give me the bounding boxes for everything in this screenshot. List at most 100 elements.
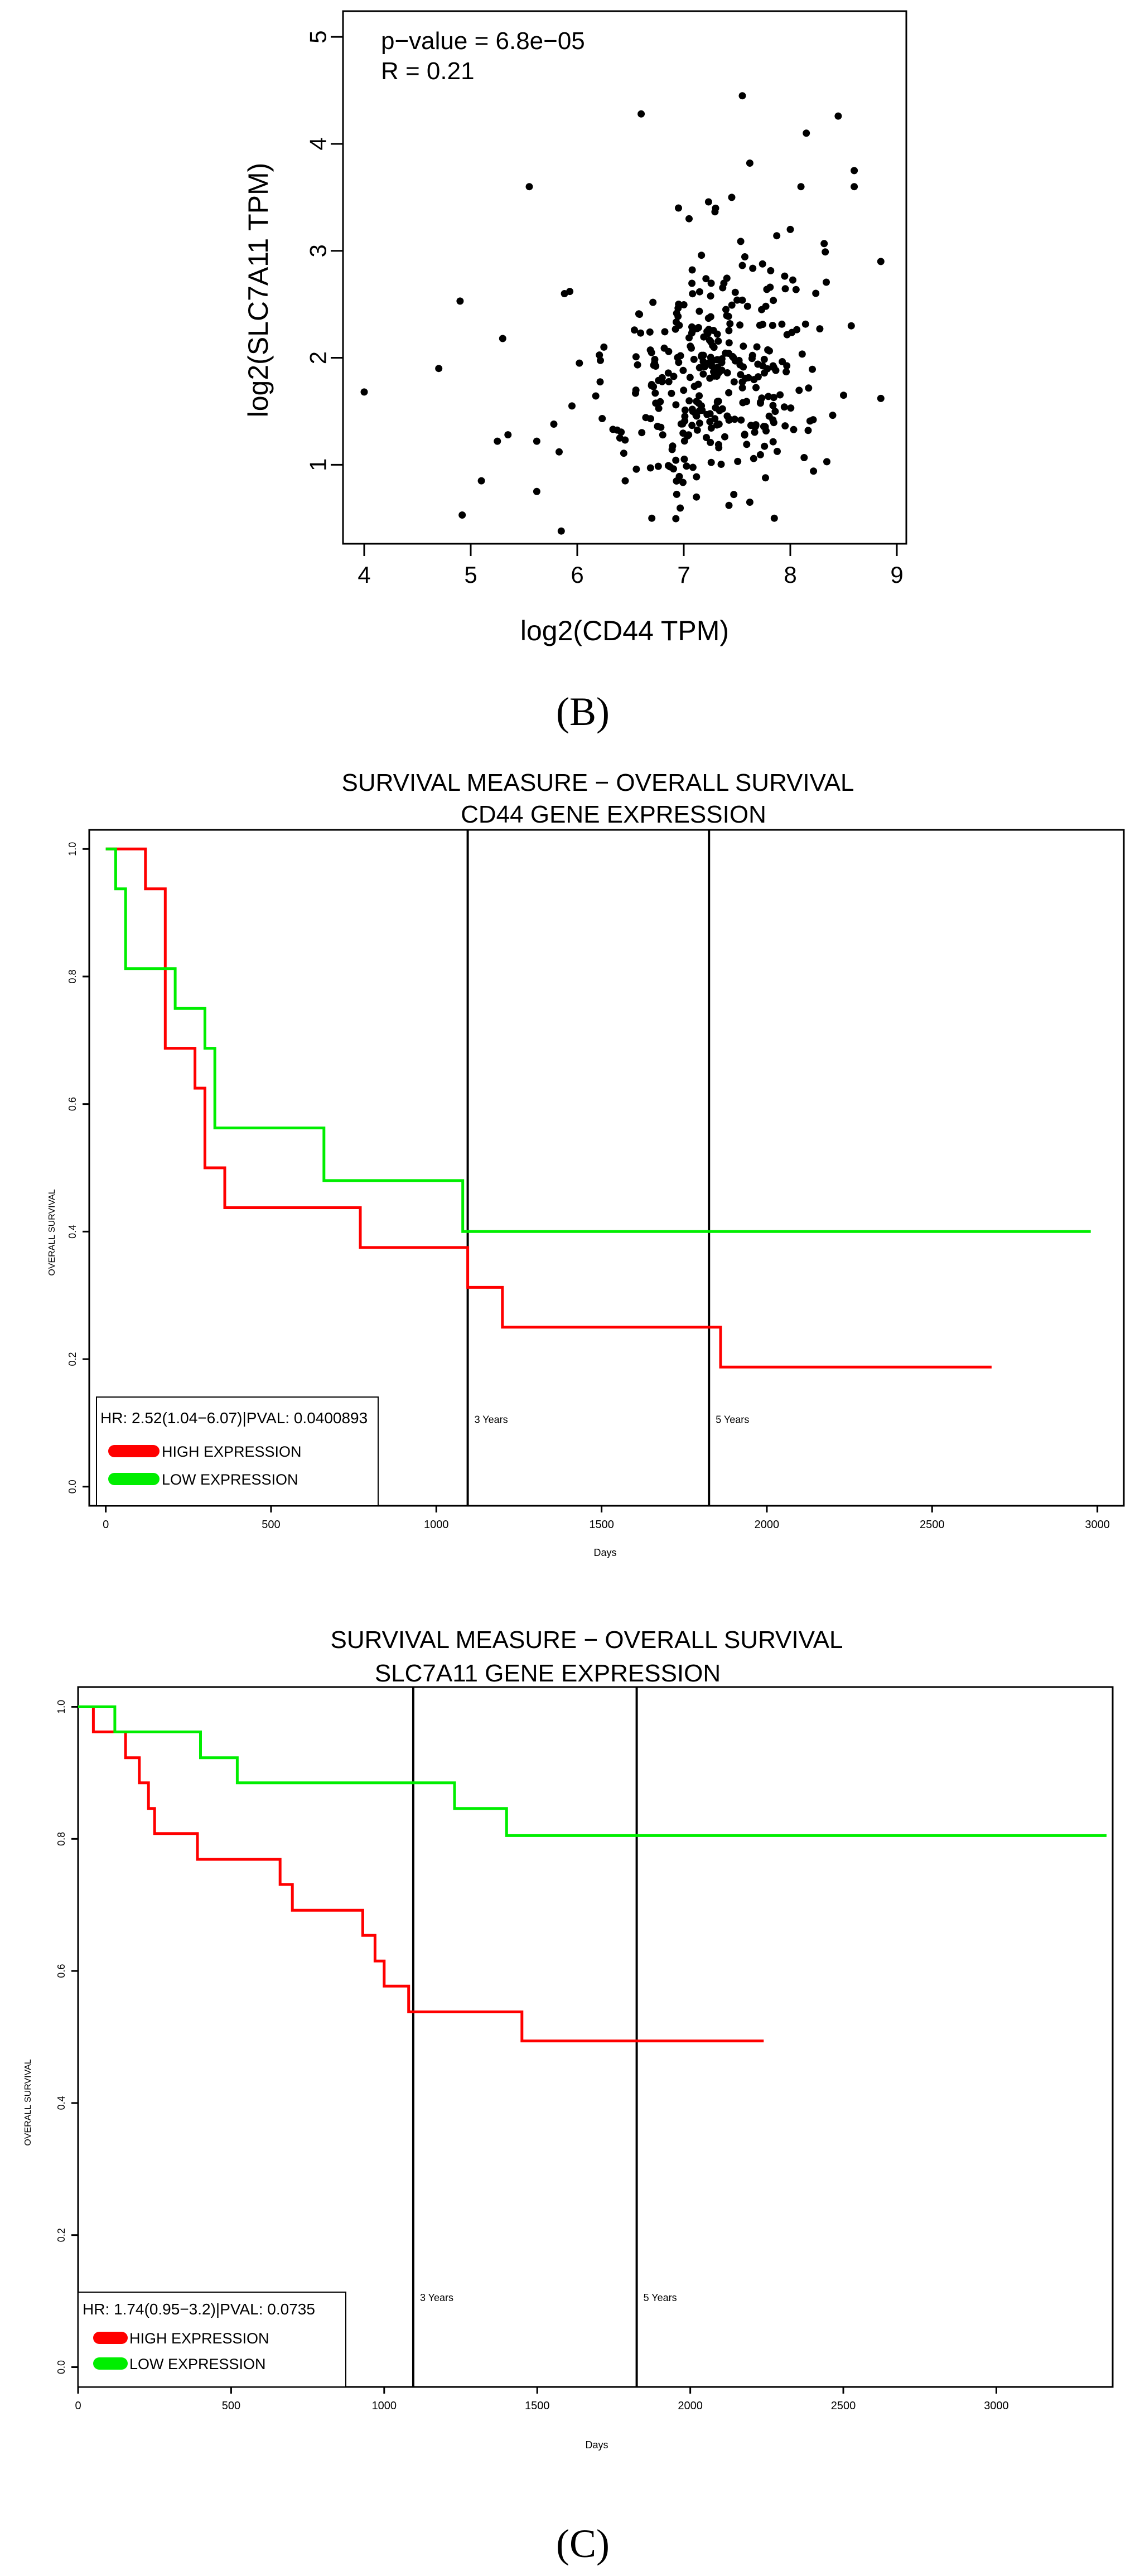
scatter-point [751, 428, 759, 436]
km1-y-tick-label: 1.0 [67, 842, 78, 856]
scatter-point [669, 442, 677, 450]
scatter-y-tick-label: 4 [305, 137, 331, 150]
scatter-point [788, 328, 796, 336]
scatter-point [737, 371, 745, 379]
km1-y-tick-label: 0.0 [67, 1480, 78, 1494]
scatter-point [557, 527, 565, 535]
scatter-point [725, 416, 733, 424]
scatter-point [781, 422, 789, 430]
scatter-point [770, 419, 777, 427]
scatter-point [743, 302, 751, 310]
scatter-point [679, 479, 687, 486]
scatter-point [728, 352, 736, 360]
scatter-point [668, 389, 675, 397]
scatter-point [812, 289, 820, 297]
km1-curve-low [105, 847, 1091, 1233]
scatter-point [713, 398, 721, 405]
scatter-point [707, 338, 714, 346]
scatter-point [761, 442, 769, 450]
scatter-point [614, 426, 621, 434]
scatter-point [725, 389, 733, 397]
scatter-point [525, 183, 533, 191]
scatter-point [787, 404, 795, 412]
km1-legend: HR: 2.52(1.04−6.07)|PVAL: 0.0400893 HIGH… [96, 1396, 379, 1506]
scatter-point [646, 464, 654, 472]
scatter-point [780, 403, 788, 411]
km2-year-label: 3 Years [420, 2292, 453, 2303]
scatter-point [650, 361, 658, 369]
scatter-point [728, 301, 736, 309]
scatter-x-tick-label: 4 [358, 562, 370, 588]
scatter-point [651, 389, 659, 397]
scatter-point [725, 501, 733, 509]
scatter-point [636, 311, 644, 318]
scatter-y-tick-label: 3 [305, 244, 331, 257]
km1-legend-label-low: LOW EXPRESSION [162, 1471, 298, 1488]
scatter-point [597, 356, 604, 364]
scatter-point [781, 285, 789, 293]
scatter-x-axis-label: log2(CD44 TPM) [520, 615, 729, 646]
scatter-point [712, 404, 719, 412]
scatter-point [800, 454, 808, 461]
scatter-point [695, 399, 703, 407]
scatter-point [750, 376, 758, 384]
scatter-point [770, 394, 777, 402]
scatter-point [797, 183, 805, 191]
scatter-point [688, 279, 696, 287]
km2-legend: HR: 1.74(0.95−3.2)|PVAL: 0.0735 HIGH EXP… [78, 2292, 346, 2387]
scatter-point [743, 398, 751, 405]
scatter-point [738, 92, 746, 100]
scatter-point [738, 296, 746, 304]
scatter-point [632, 465, 640, 473]
scatter-point [746, 499, 753, 506]
scatter-point [689, 463, 697, 471]
scatter-point [724, 312, 732, 320]
scatter-point [770, 514, 778, 522]
scatter-point [822, 248, 829, 256]
scatter-point [681, 406, 689, 414]
scatter-point [694, 323, 702, 331]
scatter-point [675, 204, 682, 212]
scatter-point [706, 374, 714, 382]
scatter-point [760, 355, 768, 363]
scatter-point [840, 392, 847, 399]
scatter-point [772, 366, 780, 374]
scatter-point [789, 276, 796, 284]
scatter-point [823, 458, 830, 466]
km2-title: SURVIVAL MEASURE − OVERALL SURVIVAL [330, 1626, 843, 1654]
km-chart-slc7a11: SURVIVAL MEASURE − OVERALL SURVIVAL SLC7… [23, 1626, 1114, 2451]
scatter-point [733, 296, 741, 304]
km1-curve-high [105, 847, 992, 1369]
scatter-point [851, 183, 858, 191]
km-chart-cd44: SURVIVAL MEASURE − OVERALL SURVIVAL CD44… [47, 769, 1125, 1558]
km2-legend-label-high: HIGH EXPRESSION [129, 2330, 269, 2347]
scatter-point [681, 417, 689, 425]
scatter-point [766, 283, 774, 291]
scatter-point [688, 422, 696, 429]
scatter-point [665, 378, 673, 385]
scatter-x-tick-label: 6 [571, 562, 583, 588]
scatter-point [685, 431, 693, 439]
scatter-point [637, 110, 645, 118]
scatter-point [730, 491, 738, 499]
km1-x-tick-label: 1000 [424, 1519, 449, 1531]
km2-x-tick-label: 1000 [372, 2400, 397, 2412]
km2-subtitle: SLC7A11 GENE EXPRESSION [375, 1660, 721, 1687]
scatter-point [568, 402, 576, 410]
scatter-point [693, 493, 701, 501]
km1-plot-frame [88, 829, 1125, 1507]
scatter-point [698, 351, 706, 359]
km2-y-tick-label: 0.4 [56, 2096, 67, 2110]
km2-plot-frame [77, 1686, 1114, 2388]
scatter-point [795, 386, 803, 394]
scatter-point [723, 369, 731, 376]
km1-x-tick-label: 2000 [755, 1519, 780, 1531]
scatter-point [533, 437, 540, 445]
scatter-point [698, 252, 706, 259]
km1-subtitle: CD44 GENE EXPRESSION [461, 801, 766, 828]
scatter-point [705, 326, 713, 334]
scatter-point [741, 431, 748, 438]
scatter-point [776, 391, 784, 399]
scatter-point [717, 461, 725, 468]
scatter-point [675, 472, 683, 480]
